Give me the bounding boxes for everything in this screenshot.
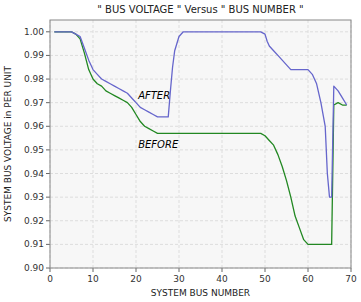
y-tick-label: 0.96 [24, 121, 44, 131]
y-grid-line [50, 220, 351, 221]
y-grid-line [50, 244, 351, 245]
y-tick-label: 0.98 [24, 74, 44, 84]
y-tick-label: 0.94 [24, 169, 44, 179]
x-tick [222, 268, 223, 272]
plot-background [50, 20, 351, 268]
y-tick-label: 0.97 [24, 98, 44, 108]
y-tick [46, 102, 50, 103]
x-tick [50, 268, 51, 272]
annotations: AFTER BEFORE [137, 90, 179, 149]
y-tick-label: 0.99 [24, 50, 44, 60]
y-grid-line [50, 149, 351, 150]
y-tick [46, 31, 50, 32]
x-tick [265, 268, 266, 272]
y-grid-line [50, 55, 351, 56]
lines [54, 32, 346, 245]
x-grid-line [308, 20, 309, 268]
y-tick-label: 1.00 [24, 27, 44, 37]
x-tick-label: 70 [345, 274, 357, 284]
x-tick-label: 20 [130, 274, 142, 284]
x-grid-line [179, 20, 180, 268]
series-line [54, 32, 346, 245]
series-line [54, 32, 346, 197]
x-grid-line [136, 20, 137, 268]
annotation: AFTER [137, 90, 170, 101]
x-tick-label: 30 [173, 274, 185, 284]
x-tick [136, 268, 137, 272]
y-tick [46, 126, 50, 127]
y-tick-label: 0.92 [24, 216, 44, 226]
y-grid-line [50, 197, 351, 198]
y-tick [46, 244, 50, 245]
y-tick-label: 0.95 [24, 145, 44, 155]
plot-frame [50, 20, 351, 268]
x-tick [93, 268, 94, 272]
x-grid-line [93, 20, 94, 268]
x-tick [179, 268, 180, 272]
grid [50, 20, 351, 268]
y-tick [46, 220, 50, 221]
chart: 0 10 20 30 40 50 60 70 0.90 0.91 0.92 0.93 0.94 0.95 0… [0, 0, 361, 302]
y-tick [46, 149, 50, 150]
y-grid-line [50, 102, 351, 103]
x-tick [308, 268, 309, 272]
x-axis-label: SYSTEM BUS NUMBER [151, 288, 250, 298]
y-tick [46, 55, 50, 56]
x-tick-label: 60 [302, 274, 314, 284]
y-grid-line [50, 79, 351, 80]
y-grid-line [50, 126, 351, 127]
x-tick-label: 50 [259, 274, 271, 284]
x-tick-label: 0 [47, 274, 53, 284]
y-tick [46, 79, 50, 80]
x-grid-line [265, 20, 266, 268]
y-tick-label: 0.93 [24, 192, 44, 202]
y-tick-label: 0.91 [24, 239, 44, 249]
x-tick-label: 10 [87, 274, 99, 284]
x-tick [351, 268, 352, 272]
y-grid-line [50, 173, 351, 174]
y-tick [46, 173, 50, 174]
y-tick-label: 0.90 [24, 263, 44, 273]
x-grid-line [222, 20, 223, 268]
annotation: BEFORE [138, 139, 179, 150]
y-tick [46, 197, 50, 198]
title: " BUS VOLTAGE " Versus " BUS NUMBER " [97, 4, 303, 15]
x-tick-label: 40 [216, 274, 228, 284]
y-axis-label: SYSTEM BUS VOLTAGE in PER UNIT [3, 65, 13, 222]
y-tick [46, 268, 50, 269]
axes: 0 10 20 30 40 50 60 70 0.90 0.91 0.92 0.93 0.94 0.95 0… [24, 27, 357, 284]
